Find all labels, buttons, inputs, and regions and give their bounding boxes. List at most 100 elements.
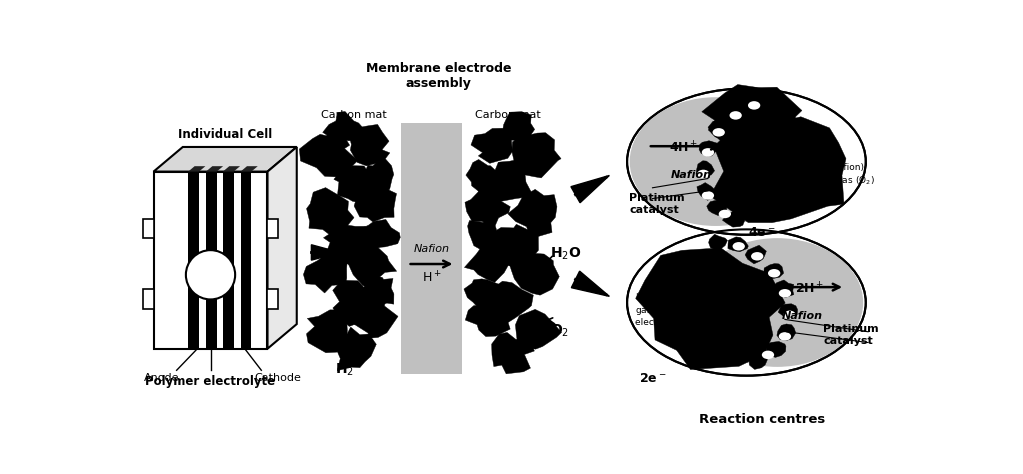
- Polygon shape: [358, 219, 400, 247]
- Polygon shape: [323, 225, 381, 265]
- Polygon shape: [635, 248, 786, 370]
- Polygon shape: [516, 310, 562, 349]
- Polygon shape: [488, 281, 533, 325]
- Polygon shape: [363, 157, 394, 191]
- Polygon shape: [502, 112, 535, 144]
- Polygon shape: [267, 290, 278, 309]
- Ellipse shape: [729, 111, 742, 119]
- Ellipse shape: [702, 148, 714, 156]
- Ellipse shape: [697, 170, 710, 178]
- Polygon shape: [300, 128, 358, 177]
- Polygon shape: [332, 280, 379, 327]
- Text: Membrane electrode
assembly: Membrane electrode assembly: [365, 62, 512, 90]
- Polygon shape: [749, 352, 767, 369]
- Polygon shape: [507, 189, 557, 239]
- Text: Platinum
catalyst: Platinum catalyst: [629, 193, 685, 215]
- Polygon shape: [727, 106, 748, 122]
- Ellipse shape: [748, 101, 760, 109]
- Text: Anode: Anode: [143, 374, 179, 383]
- Polygon shape: [307, 188, 354, 237]
- Polygon shape: [728, 237, 748, 252]
- Polygon shape: [360, 275, 394, 307]
- Polygon shape: [484, 224, 538, 269]
- Polygon shape: [766, 94, 787, 110]
- Text: Reaction centres: Reaction centres: [699, 413, 825, 426]
- Polygon shape: [776, 324, 796, 340]
- Text: O$_2$: O$_2$: [813, 133, 831, 147]
- Text: Carbon mat: Carbon mat: [475, 110, 540, 120]
- Ellipse shape: [630, 97, 802, 226]
- Text: H$_2$: H$_2$: [335, 361, 354, 378]
- Polygon shape: [707, 201, 727, 215]
- Text: H$^+$: H$^+$: [421, 270, 441, 285]
- Polygon shape: [572, 271, 610, 296]
- Polygon shape: [512, 133, 561, 178]
- Polygon shape: [267, 219, 278, 238]
- Polygon shape: [333, 166, 376, 203]
- Polygon shape: [492, 332, 534, 374]
- Polygon shape: [188, 166, 206, 172]
- Polygon shape: [464, 246, 510, 283]
- Polygon shape: [699, 141, 718, 156]
- Polygon shape: [353, 299, 398, 338]
- Text: 4e$^-$: 4e$^-$: [748, 226, 775, 238]
- Polygon shape: [206, 172, 217, 349]
- Text: Polymer electrolyte: Polymer electrolyte: [145, 375, 275, 388]
- Text: Cathode: Cathode: [255, 374, 302, 383]
- Text: Nafion: Nafion: [413, 244, 449, 254]
- Polygon shape: [571, 175, 610, 203]
- Polygon shape: [508, 249, 560, 295]
- Polygon shape: [709, 234, 727, 250]
- Text: O$_2$: O$_2$: [550, 323, 569, 339]
- Polygon shape: [697, 182, 715, 201]
- Polygon shape: [322, 111, 364, 148]
- Polygon shape: [188, 172, 198, 349]
- Ellipse shape: [627, 89, 865, 235]
- Ellipse shape: [784, 310, 796, 319]
- Polygon shape: [471, 128, 513, 164]
- Polygon shape: [773, 280, 794, 298]
- Ellipse shape: [692, 238, 863, 367]
- Polygon shape: [349, 125, 390, 166]
- Polygon shape: [464, 279, 501, 309]
- Polygon shape: [745, 245, 766, 264]
- Text: 2H$_2$O: 2H$_2$O: [750, 150, 786, 164]
- Ellipse shape: [702, 191, 714, 200]
- Polygon shape: [702, 84, 802, 150]
- Text: 2e$^-$: 2e$^-$: [638, 372, 666, 385]
- Circle shape: [186, 250, 235, 300]
- Polygon shape: [311, 245, 340, 260]
- Text: Interface
gas (H$_2$ )/catalyst (Pt)
electrolyte (Nafion): Interface gas (H$_2$ )/catalyst (Pt) ele…: [635, 293, 733, 328]
- Polygon shape: [348, 246, 397, 288]
- Polygon shape: [710, 117, 846, 223]
- Polygon shape: [223, 172, 233, 349]
- Text: H$_2$: H$_2$: [676, 312, 693, 327]
- Text: Platinum
catalyst: Platinum catalyst: [824, 324, 879, 346]
- Ellipse shape: [713, 128, 725, 137]
- Polygon shape: [465, 298, 510, 337]
- Ellipse shape: [732, 242, 745, 251]
- Polygon shape: [468, 219, 496, 251]
- Polygon shape: [764, 264, 784, 279]
- Polygon shape: [240, 166, 258, 172]
- Polygon shape: [223, 166, 240, 172]
- Text: Individual Cell: Individual Cell: [178, 128, 272, 141]
- Polygon shape: [240, 172, 252, 349]
- Ellipse shape: [627, 229, 865, 376]
- Polygon shape: [485, 160, 532, 201]
- Ellipse shape: [779, 289, 791, 298]
- Polygon shape: [153, 147, 297, 172]
- Polygon shape: [745, 97, 766, 110]
- Text: Nafion: Nafion: [670, 171, 711, 181]
- Polygon shape: [143, 219, 153, 238]
- Polygon shape: [465, 159, 497, 196]
- Text: 4H$^+$: 4H$^+$: [669, 140, 698, 155]
- Polygon shape: [401, 123, 461, 374]
- Polygon shape: [465, 184, 510, 225]
- Polygon shape: [354, 187, 397, 222]
- Polygon shape: [267, 147, 297, 349]
- Polygon shape: [722, 211, 745, 227]
- Text: Carbon mat: Carbon mat: [321, 110, 387, 120]
- Polygon shape: [307, 310, 351, 353]
- Polygon shape: [206, 166, 223, 172]
